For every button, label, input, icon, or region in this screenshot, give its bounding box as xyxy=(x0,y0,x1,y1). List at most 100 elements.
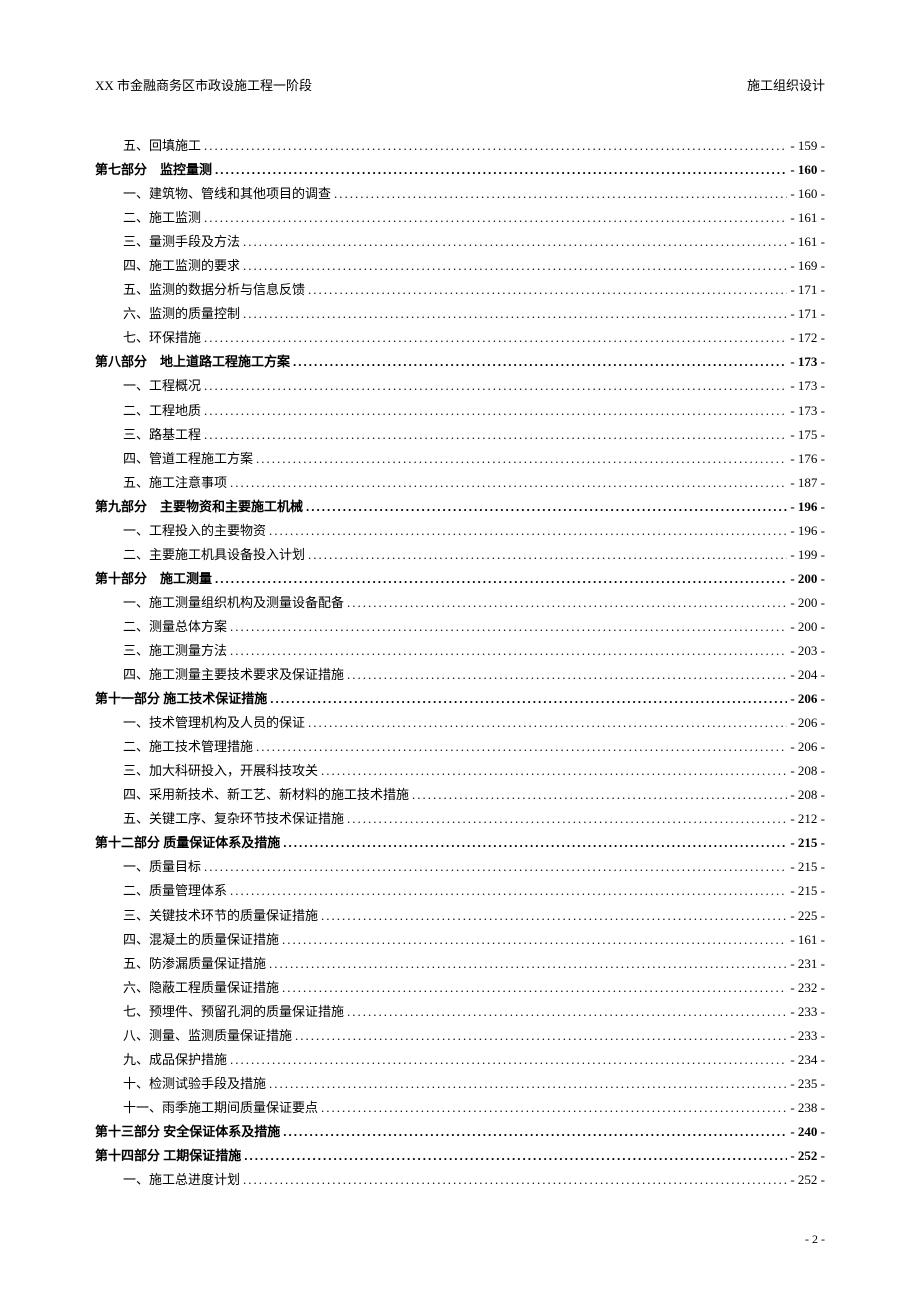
toc-sub-row: 四、施工监测的要求 - 169 - xyxy=(95,254,825,278)
toc-entry-page: - 161 - xyxy=(790,230,825,254)
toc-sub-row: 二、施工监测 - 161 - xyxy=(95,206,825,230)
toc-dots xyxy=(308,543,787,567)
toc-sub-row: 二、工程地质 - 173 - xyxy=(95,399,825,423)
toc-sub-row: 四、采用新技术、新工艺、新材料的施工技术措施 - 208 - xyxy=(95,783,825,807)
toc-entry-label: 三、加大科研投入，开展科技攻关 xyxy=(95,759,318,783)
toc-entry-label: 第九部分 主要物资和主要施工机械 xyxy=(95,495,303,519)
toc-entry-page: - 200 - xyxy=(790,591,825,615)
toc-sub-row: 二、测量总体方案 - 200 - xyxy=(95,615,825,639)
toc-entry-label: 八、测量、监测质量保证措施 xyxy=(95,1024,292,1048)
toc-entry-page: - 171 - xyxy=(790,278,825,302)
toc-entry-label: 三、施工测量方法 xyxy=(95,639,227,663)
toc-entry-page: - 173 - xyxy=(790,374,825,398)
toc-sub-row: 三、路基工程 - 175 - xyxy=(95,423,825,447)
toc-entry-page: - 208 - xyxy=(790,759,825,783)
toc-sub-row: 一、工程概况 - 173 - xyxy=(95,374,825,398)
toc-entry-page: - 200 - xyxy=(790,615,825,639)
toc-dots xyxy=(230,471,787,495)
toc-entry-page: - 206 - xyxy=(790,687,825,711)
toc-entry-page: - 252 - xyxy=(790,1168,825,1192)
toc-sub-row: 二、主要施工机具设备投入计划 - 199 - xyxy=(95,543,825,567)
toc-sub-row: 二、施工技术管理措施 - 206 - xyxy=(95,735,825,759)
toc-entry-label: 七、环保措施 xyxy=(95,326,201,350)
toc-dots xyxy=(204,855,787,879)
toc-entry-label: 一、建筑物、管线和其他项目的调查 xyxy=(95,182,331,206)
toc-dots xyxy=(282,976,787,1000)
toc-entry-label: 五、防渗漏质量保证措施 xyxy=(95,952,266,976)
toc-entry-page: - 204 - xyxy=(790,663,825,687)
toc-entry-page: - 199 - xyxy=(790,543,825,567)
toc-entry-page: - 171 - xyxy=(790,302,825,326)
toc-sub-row: 一、建筑物、管线和其他项目的调查 - 160 - xyxy=(95,182,825,206)
toc-section-row: 第十四部分 工期保证措施 - 252 - xyxy=(95,1144,825,1168)
toc-sub-row: 六、监测的质量控制 - 171 - xyxy=(95,302,825,326)
toc-entry-page: - 231 - xyxy=(790,952,825,976)
toc-sub-row: 六、隐蔽工程质量保证措施 - 232 - xyxy=(95,976,825,1000)
toc-sub-row: 五、监测的数据分析与信息反馈 - 171 - xyxy=(95,278,825,302)
toc-sub-row: 八、测量、监测质量保证措施 - 233 - xyxy=(95,1024,825,1048)
toc-sub-row: 一、施工测量组织机构及测量设备配备 - 200 - xyxy=(95,591,825,615)
toc-entry-label: 二、主要施工机具设备投入计划 xyxy=(95,543,305,567)
toc-entry-label: 三、量测手段及方法 xyxy=(95,230,240,254)
toc-entry-label: 九、成品保护措施 xyxy=(95,1048,227,1072)
toc-entry-label: 二、工程地质 xyxy=(95,399,201,423)
toc-section-row: 第十一部分 施工技术保证措施 - 206 - xyxy=(95,687,825,711)
toc-entry-page: - 215 - xyxy=(790,855,825,879)
toc-dots xyxy=(412,783,787,807)
toc-sub-row: 三、关键技术环节的质量保证措施 - 225 - xyxy=(95,904,825,928)
toc-entry-label: 五、施工注意事项 xyxy=(95,471,227,495)
toc-dots xyxy=(215,158,787,182)
toc-entry-label: 四、施工监测的要求 xyxy=(95,254,240,278)
toc-sub-row: 九、成品保护措施 - 234 - xyxy=(95,1048,825,1072)
toc-dots xyxy=(295,1024,787,1048)
toc-entry-label: 十一、雨季施工期间质量保证要点 xyxy=(95,1096,318,1120)
toc-entry-label: 第十二部分 质量保证体系及措施 xyxy=(95,831,280,855)
toc-dots xyxy=(270,687,787,711)
toc-entry-label: 六、监测的质量控制 xyxy=(95,302,240,326)
toc-entry-label: 第七部分 监控量测 xyxy=(95,158,212,182)
toc-entry-page: - 172 - xyxy=(790,326,825,350)
toc-entry-label: 第十一部分 施工技术保证措施 xyxy=(95,687,267,711)
toc-dots xyxy=(204,423,787,447)
toc-sub-row: 一、施工总进度计划 - 252 - xyxy=(95,1168,825,1192)
toc-entry-label: 一、技术管理机构及人员的保证 xyxy=(95,711,305,735)
toc-entry-label: 第十四部分 工期保证措施 xyxy=(95,1144,241,1168)
toc-entry-label: 第十部分 施工测量 xyxy=(95,567,212,591)
toc-dots xyxy=(321,759,787,783)
toc-section-row: 第九部分 主要物资和主要施工机械 - 196 - xyxy=(95,495,825,519)
toc-sub-row: 一、质量目标 - 215 - xyxy=(95,855,825,879)
toc-dots xyxy=(230,615,787,639)
toc-entry-page: - 173 - xyxy=(790,399,825,423)
toc-entry-label: 五、监测的数据分析与信息反馈 xyxy=(95,278,305,302)
toc-entry-page: - 203 - xyxy=(790,639,825,663)
toc-entry-page: - 215 - xyxy=(790,831,825,855)
toc-entry-page: - 208 - xyxy=(790,783,825,807)
toc-sub-row: 七、预埋件、预留孔洞的质量保证措施 - 233 - xyxy=(95,1000,825,1024)
toc-entry-page: - 161 - xyxy=(790,928,825,952)
toc-dots xyxy=(256,447,787,471)
toc-entry-page: - 200 - xyxy=(790,567,825,591)
toc-entry-page: - 233 - xyxy=(790,1024,825,1048)
toc-entry-label: 四、管道工程施工方案 xyxy=(95,447,253,471)
toc-dots xyxy=(243,230,787,254)
toc-sub-row: 四、管道工程施工方案 - 176 - xyxy=(95,447,825,471)
toc-sub-row: 二、质量管理体系 - 215 - xyxy=(95,879,825,903)
toc-entry-page: - 240 - xyxy=(790,1120,825,1144)
toc-entry-page: - 233 - xyxy=(790,1000,825,1024)
header-right: 施工组织设计 xyxy=(747,75,825,94)
toc-dots xyxy=(347,1000,787,1024)
toc-dots xyxy=(243,254,787,278)
toc-entry-page: - 161 - xyxy=(790,206,825,230)
table-of-contents: 五、回填施工 - 159 -第七部分 监控量测 - 160 -一、建筑物、管线和… xyxy=(95,134,825,1192)
toc-entry-page: - 196 - xyxy=(790,495,825,519)
toc-entry-page: - 187 - xyxy=(790,471,825,495)
toc-dots xyxy=(230,639,787,663)
toc-entry-page: - 160 - xyxy=(790,182,825,206)
toc-entry-label: 十、检测试验手段及措施 xyxy=(95,1072,266,1096)
header-left: XX 市金融商务区市政设施工程一阶段 xyxy=(95,75,312,94)
toc-sub-row: 五、防渗漏质量保证措施 - 231 - xyxy=(95,952,825,976)
toc-sub-row: 三、量测手段及方法 - 161 - xyxy=(95,230,825,254)
toc-dots xyxy=(204,206,787,230)
toc-dots xyxy=(306,495,787,519)
toc-entry-label: 七、预埋件、预留孔洞的质量保证措施 xyxy=(95,1000,344,1024)
